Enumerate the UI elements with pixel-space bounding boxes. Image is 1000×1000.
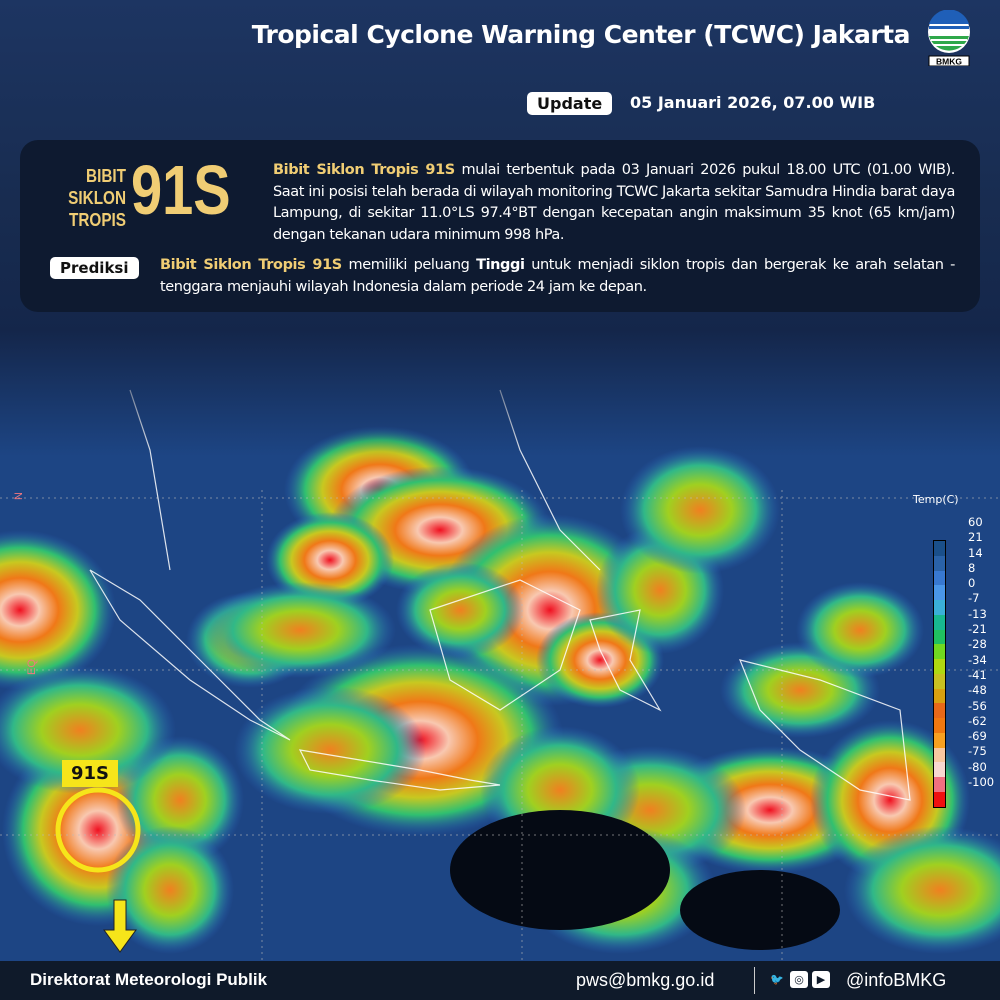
colorbar-label: 0 bbox=[968, 576, 976, 591]
colorbar-label: -100 bbox=[968, 775, 995, 790]
colorbar-swatch bbox=[934, 718, 945, 733]
instagram-icon[interactable]: ◎ bbox=[790, 971, 808, 988]
prediksi-badge: Prediksi bbox=[50, 257, 139, 279]
update-badge: Update bbox=[527, 92, 613, 115]
youtube-icon[interactable]: ▶ bbox=[812, 971, 830, 988]
bmkg-logo: BMKG bbox=[928, 10, 970, 67]
svg-text:BMKG: BMKG bbox=[936, 57, 962, 67]
movement-arrow-icon bbox=[103, 899, 137, 953]
colorbar-swatch bbox=[934, 570, 945, 586]
colorbar-swatch bbox=[934, 762, 945, 778]
colorbar-swatch bbox=[934, 703, 945, 719]
colorbar-label: -80 bbox=[968, 759, 987, 774]
legend-title: Temp(C) bbox=[913, 493, 959, 506]
update-date: 05 Januari 2026, 07.00 WIB bbox=[630, 93, 876, 112]
colorbar-swatch bbox=[934, 585, 945, 601]
colorbar-label: -13 bbox=[968, 606, 987, 621]
colorbar-label: -28 bbox=[968, 637, 987, 652]
colorbar-swatch bbox=[934, 777, 945, 793]
satellite-map: N EQ bbox=[0, 330, 1000, 962]
pred-highlight: Bibit Siklon Tropis 91S bbox=[160, 257, 342, 273]
description: Bibit Siklon Tropis 91S mulai terbentuk … bbox=[273, 160, 955, 246]
page-title: Tropical Cyclone Warning Center (TCWC) J… bbox=[251, 20, 911, 49]
footer-divider bbox=[754, 967, 755, 994]
colorbar-label: -34 bbox=[968, 652, 987, 667]
storm-marker-circle bbox=[55, 787, 141, 873]
colorbar-label: 21 bbox=[968, 530, 983, 545]
colorbar-swatch bbox=[934, 792, 945, 807]
colorbar-swatch bbox=[934, 614, 945, 630]
footer-handle[interactable]: @infoBMKG bbox=[846, 970, 947, 990]
colorbar-swatch bbox=[934, 555, 945, 571]
pred-text-1: memiliki peluang bbox=[341, 257, 477, 273]
colorbar-label: 60 bbox=[968, 515, 983, 529]
colorbar-labels: 60 21 14 8 0 -7 -13 -21 -28 -34 -41 -48 -56 -62 -69 -75… bbox=[968, 515, 994, 790]
colorbar-label: 14 bbox=[968, 545, 983, 560]
colorbar-swatch bbox=[934, 644, 945, 660]
footer-email[interactable]: pws@bmkg.go.id bbox=[576, 970, 715, 990]
colorbar-swatch bbox=[934, 747, 945, 763]
desc-highlight: Bibit Siklon Tropis 91S bbox=[273, 162, 455, 178]
colorbar-swatch bbox=[934, 629, 945, 645]
colorbar-swatch bbox=[934, 732, 945, 748]
colorbar-swatch bbox=[934, 541, 945, 556]
colorbar-swatch bbox=[934, 673, 945, 689]
pred-text-2: untuk menjadi siklon tropis dan bergerak… bbox=[160, 257, 956, 295]
colorbar-swatch bbox=[934, 688, 945, 704]
colorbar-label: -69 bbox=[968, 729, 987, 744]
colorbar-swatch bbox=[934, 659, 945, 674]
temperature-colorbar bbox=[933, 540, 946, 808]
storm-label: 91S bbox=[62, 760, 119, 787]
colorbar-label: -41 bbox=[968, 667, 987, 682]
colorbar-label: -75 bbox=[968, 744, 987, 759]
colorbar-label: -56 bbox=[968, 698, 987, 713]
desc-text: mulai terbentuk pada 03 Januari 2026 puk… bbox=[273, 162, 955, 243]
info-box bbox=[20, 140, 980, 312]
social-icons: 🐦 ◎ ▶ bbox=[768, 971, 830, 988]
colorbar-swatch bbox=[934, 600, 945, 615]
colorbar-label: 8 bbox=[968, 560, 976, 575]
colorbar-label: -48 bbox=[968, 683, 987, 698]
footer-org: Direktorat Meteorologi Publik bbox=[30, 970, 268, 989]
cyclone-id: 91S bbox=[131, 151, 231, 229]
bibit-siklon-label: BIBIT SIKLON TROPIS bbox=[68, 166, 126, 230]
twitter-icon[interactable]: 🐦 bbox=[770, 973, 784, 986]
pred-bold: Tinggi bbox=[476, 257, 525, 273]
colorbar-label: -21 bbox=[968, 622, 987, 637]
colorbar-label: -62 bbox=[968, 713, 987, 728]
colorbar-label: -7 bbox=[968, 591, 980, 606]
footer: Direktorat Meteorologi Publik pws@bmkg.g… bbox=[0, 961, 1000, 1000]
prediction-text: Bibit Siklon Tropis 91S memiliki peluang… bbox=[160, 255, 955, 298]
